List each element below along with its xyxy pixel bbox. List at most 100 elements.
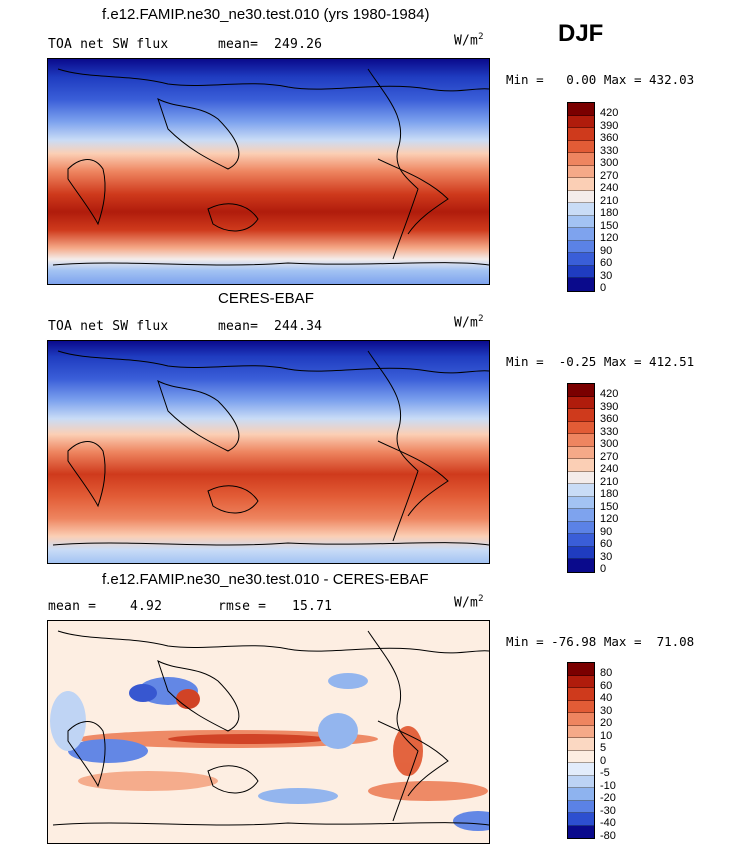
panel2-colorbar-color-swatch <box>568 484 594 497</box>
panel2-colorbar-tick-label: 180 <box>600 488 619 500</box>
panel2-colorbar-tick-label: 120 <box>600 513 619 525</box>
panel1-colorbar-tick-label: 330 <box>600 144 619 157</box>
panel1-colorbar-color-swatch <box>568 128 594 141</box>
panel2-colorbar-tick-label: 60 <box>600 538 613 550</box>
panel1-variable: TOA net SW flux <box>48 37 169 52</box>
panel2-units: W/m2 <box>454 314 484 331</box>
panel1-colorbar-tick-label: 150 <box>600 219 619 232</box>
panel2-colorbar-color-swatch <box>568 559 594 572</box>
panel2-colorbar-color-swatch <box>568 496 594 509</box>
panel3-title: f.e12.FAMIP.ne30_ne30.test.010 - CERES-E… <box>102 571 429 588</box>
panel1-colorbar-tick-label: 120 <box>600 232 619 244</box>
panel3-mean-label: mean = <box>48 599 97 614</box>
panel2-colorbar-tick-label: 390 <box>600 400 619 413</box>
panel3-colorbar-color-swatch <box>568 700 594 713</box>
panel2-colorbar-color-swatch <box>568 434 594 447</box>
panel2-colorbar-color-swatch <box>568 546 594 559</box>
panel2-colorbar-color-swatch <box>568 384 594 397</box>
panel1-colorbar-tick-label: 60 <box>600 257 613 269</box>
panel1-colorbar-tick-label: 420 <box>600 107 619 119</box>
panel1-colorbar-color-swatch <box>568 203 594 216</box>
panel2-colorbar-tick-label: 30 <box>600 550 613 563</box>
panel3-colorbar-color-swatch <box>568 750 594 763</box>
panel1-colorbar-color-swatch <box>568 140 594 153</box>
panel3-colorbar-color-swatch <box>568 825 594 838</box>
panel2-colorbar-color-swatch <box>568 396 594 409</box>
panel3-colorbar-ticks: 80 60 40 30 20 10 5 0 -5 -10 -20 -30 -40 -80 <box>600 667 616 842</box>
panel3-mean-value: 4.92 <box>130 599 163 614</box>
panel2-colorbar-tick-label: 420 <box>600 388 619 400</box>
panel1-colorbar-tick-label: 270 <box>600 169 619 182</box>
panel1-colorbar-tick-label: 210 <box>600 194 619 207</box>
panel2-colorbar-tick-label: 360 <box>600 413 619 425</box>
panel1-colorbar-color-swatch <box>568 215 594 228</box>
panel1-colorbar-color-swatch <box>568 190 594 203</box>
panel2-colorbar-ticks: 420 390 360 330 300 270 240 210 180 150 120 90 60 30 0 <box>600 388 618 576</box>
panel3-colorbar-tick-label: -5 <box>600 767 610 779</box>
panel1-colorbar-color-swatch <box>568 153 594 166</box>
panel3-colorbar-color-swatch <box>568 775 594 788</box>
panel3-colorbar-color-swatch <box>568 738 594 751</box>
panel3-colorbar-tick-label: -40 <box>600 817 616 829</box>
panel3-colorbar-tick-label: -10 <box>600 779 616 792</box>
panel2-colorbar-color-swatch <box>568 534 594 547</box>
panel2-colorbar-tick-label: 240 <box>600 463 619 475</box>
panel1-colorbar-color-swatch <box>568 165 594 178</box>
panel3-colorbar <box>567 662 595 839</box>
panel3-colorbar-color-swatch <box>568 713 594 726</box>
panel2-colorbar-tick-label: 270 <box>600 450 619 463</box>
panel1-colorbar-ticks: 420 390 360 330 300 270 240 210 180 150 120 90 60 30 0 <box>600 107 618 295</box>
panel3-colorbar-tick-label: 0 <box>600 754 607 767</box>
panel1-colorbar-color-swatch <box>568 115 594 128</box>
panel1-colorbar-color-swatch <box>568 253 594 266</box>
panel1-colorbar-tick-label: 390 <box>600 119 619 132</box>
panel1-colorbar-color-swatch <box>568 278 594 291</box>
panel2-colorbar-tick-label: 210 <box>600 475 619 488</box>
panel3-colorbar-tick-label: -20 <box>600 792 616 804</box>
panel1-colorbar-color-swatch <box>568 103 594 116</box>
panel2-mean-label: mean= <box>218 319 259 334</box>
panel2-colorbar-color-swatch <box>568 446 594 459</box>
panel2-colorbar-tick-label: 90 <box>600 525 613 538</box>
panel2-map <box>47 340 490 564</box>
panel2-colorbar-color-swatch <box>568 459 594 472</box>
panel3-colorbar-tick-label: 30 <box>600 704 613 717</box>
panel3-colorbar-tick-label: 60 <box>600 679 613 692</box>
panel2-colorbar <box>567 383 595 573</box>
panel3-colorbar-tick-label: 5 <box>600 742 607 754</box>
panel3-minmax: Min = -76.98 Max = 71.08 <box>506 634 695 649</box>
panel3-colorbar-tick-label: -30 <box>600 804 616 817</box>
panel2-colorbar-tick-label: 0 <box>600 563 607 575</box>
panel1-colorbar <box>567 102 595 292</box>
panel3-colorbar-tick-label: 40 <box>600 692 613 704</box>
panel1-colorbar-tick-label: 180 <box>600 207 619 219</box>
season-label: DJF <box>558 20 604 47</box>
panel3-colorbar-color-swatch <box>568 813 594 826</box>
panel2-title: CERES-EBAF <box>218 290 314 307</box>
panel3-colorbar-color-swatch <box>568 725 594 738</box>
panel3-colorbar-color-swatch <box>568 763 594 776</box>
panel2-colorbar-color-swatch <box>568 521 594 534</box>
panel2-minmax: Min = -0.25 Max = 412.51 <box>506 354 695 369</box>
panel1-mean-label: mean= <box>218 37 259 52</box>
panel3-colorbar-color-swatch <box>568 675 594 688</box>
panel3-units: W/m2 <box>454 594 484 611</box>
panel1-colorbar-color-swatch <box>568 178 594 191</box>
panel1-colorbar-color-swatch <box>568 228 594 241</box>
panel1-title: f.e12.FAMIP.ne30_ne30.test.010 (yrs 1980… <box>102 6 430 23</box>
panel2-variable: TOA net SW flux <box>48 319 169 334</box>
panel1-units: W/m2 <box>454 32 484 49</box>
panel3-colorbar-tick-label: 80 <box>600 667 613 679</box>
panel3-rmse-value: 15.71 <box>292 599 333 614</box>
panel3-rmse-label: rmse = <box>218 599 267 614</box>
panel3-colorbar-tick-label: -80 <box>600 829 616 842</box>
panel2-colorbar-color-swatch <box>568 509 594 522</box>
panel3-map <box>47 620 490 844</box>
panel1-colorbar-tick-label: 30 <box>600 269 613 282</box>
panel3-colorbar-color-swatch <box>568 788 594 801</box>
panel2-colorbar-color-swatch <box>568 409 594 422</box>
panel3-colorbar-tick-label: 10 <box>600 729 613 742</box>
panel2-colorbar-color-swatch <box>568 471 594 484</box>
panel2-colorbar-tick-label: 150 <box>600 500 619 513</box>
panel1-minmax: Min = 0.00 Max = 432.03 <box>506 72 695 87</box>
